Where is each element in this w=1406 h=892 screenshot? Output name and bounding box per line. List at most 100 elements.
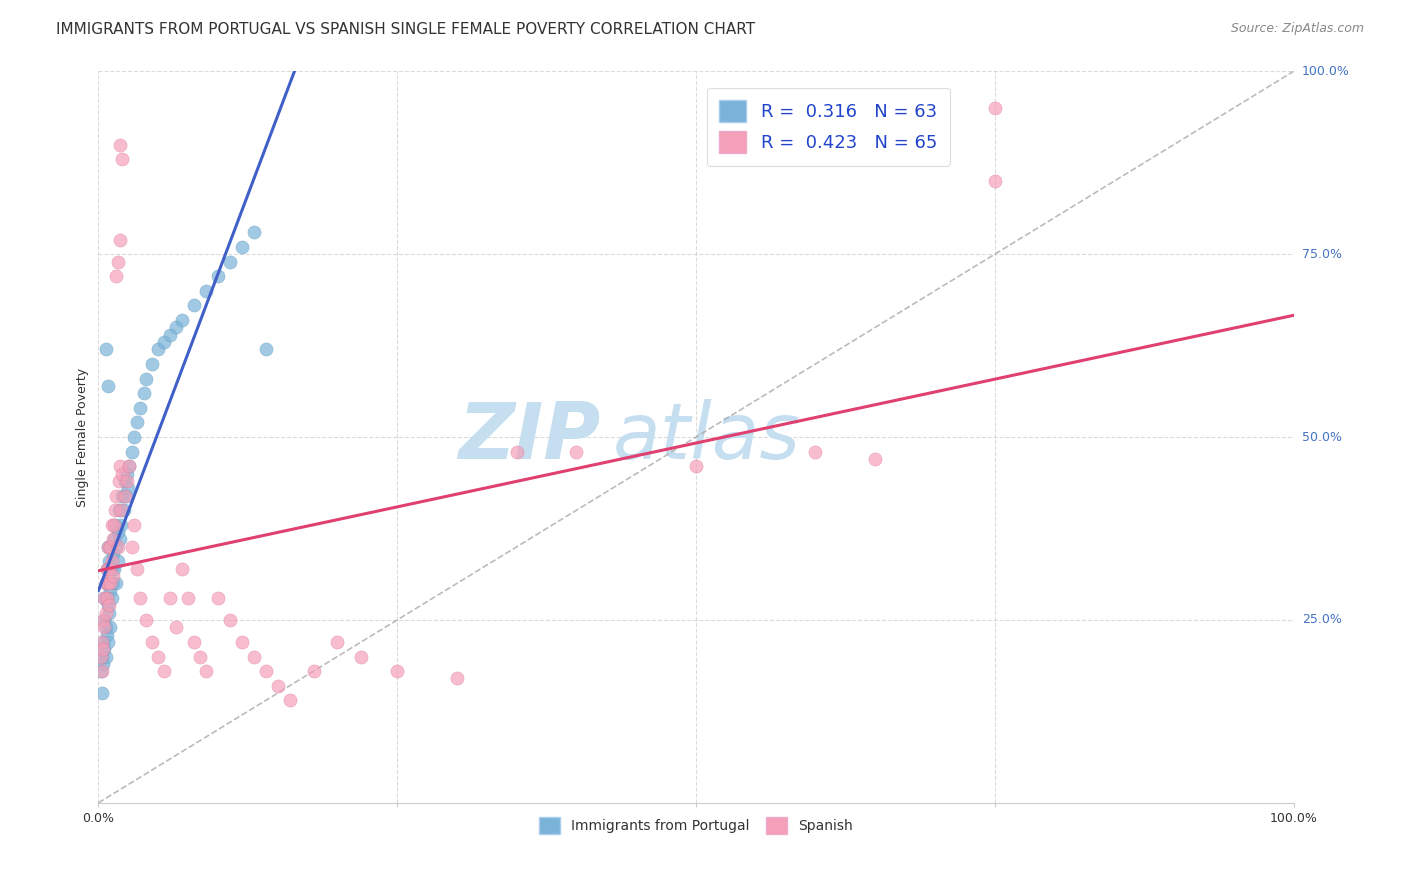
Point <box>254 343 277 357</box>
Point <box>94 620 117 634</box>
Point <box>243 649 266 664</box>
Point <box>153 334 176 349</box>
Point <box>685 459 707 474</box>
Legend: Immigrants from Portugal, Spanish: Immigrants from Portugal, Spanish <box>533 812 859 839</box>
Point <box>97 576 120 591</box>
Point <box>108 533 131 547</box>
Point <box>115 474 138 488</box>
Point <box>124 430 146 444</box>
Point <box>105 540 128 554</box>
Point <box>90 664 112 678</box>
Point <box>98 606 121 620</box>
Point <box>98 540 122 554</box>
Point <box>125 416 148 430</box>
Point <box>159 327 181 342</box>
Point <box>105 489 128 503</box>
Point <box>98 620 122 634</box>
Point <box>107 540 129 554</box>
Point <box>183 298 205 312</box>
Point <box>132 386 155 401</box>
Point <box>984 174 1007 188</box>
Point <box>231 240 253 254</box>
Point <box>91 649 114 664</box>
Point <box>114 474 136 488</box>
Point <box>135 613 157 627</box>
Point <box>111 152 134 166</box>
Point <box>804 444 827 458</box>
Point <box>108 233 131 247</box>
Point <box>94 649 117 664</box>
Point <box>254 664 277 678</box>
Point <box>91 635 114 649</box>
Point <box>104 503 127 517</box>
Point <box>565 444 588 458</box>
Point <box>90 649 112 664</box>
Point <box>124 517 146 532</box>
Text: 50.0%: 50.0% <box>1302 431 1341 443</box>
Point <box>148 649 170 664</box>
Point <box>172 562 194 576</box>
Point <box>97 379 120 393</box>
Point <box>110 503 132 517</box>
Point <box>96 591 118 605</box>
Point <box>96 591 118 605</box>
Point <box>302 664 325 678</box>
Text: 100.0%: 100.0% <box>1302 65 1350 78</box>
Point <box>183 635 205 649</box>
Point <box>446 672 468 686</box>
Point <box>385 664 409 678</box>
Point <box>148 343 170 357</box>
Point <box>115 467 138 481</box>
Point <box>105 576 128 591</box>
Point <box>98 583 122 598</box>
Point <box>112 503 135 517</box>
Point <box>172 313 194 327</box>
Point <box>91 635 114 649</box>
Point <box>98 599 121 613</box>
Point <box>93 642 115 657</box>
Point <box>103 517 125 532</box>
Point <box>865 452 887 467</box>
Point <box>129 401 152 415</box>
Point <box>105 269 128 284</box>
Point <box>195 284 218 298</box>
Point <box>107 474 129 488</box>
Point <box>98 554 121 568</box>
Text: Source: ZipAtlas.com: Source: ZipAtlas.com <box>1230 22 1364 36</box>
Point <box>107 554 129 568</box>
Point <box>326 635 349 649</box>
Point <box>97 635 120 649</box>
Point <box>96 627 118 641</box>
Point <box>984 101 1007 115</box>
Point <box>93 591 115 605</box>
Point <box>108 137 131 152</box>
Point <box>278 693 301 707</box>
Point <box>91 657 114 671</box>
Point <box>94 606 117 620</box>
Point <box>506 444 529 458</box>
Point <box>103 533 125 547</box>
Point <box>98 576 121 591</box>
Point <box>121 444 143 458</box>
Point <box>98 562 121 576</box>
Point <box>98 576 122 591</box>
Point <box>101 533 124 547</box>
Point <box>165 620 187 634</box>
Point <box>101 547 124 561</box>
Point <box>100 562 122 576</box>
Point <box>207 269 229 284</box>
Point <box>188 649 211 664</box>
Point <box>350 649 373 664</box>
Point <box>91 613 114 627</box>
Point <box>231 635 253 649</box>
Point <box>101 576 124 591</box>
Point <box>91 686 114 700</box>
Point <box>96 562 118 576</box>
Point <box>107 254 129 268</box>
Point <box>93 620 115 634</box>
Point <box>100 591 122 605</box>
Point <box>94 576 117 591</box>
Point <box>107 525 129 540</box>
Point <box>117 481 139 495</box>
Point <box>141 635 163 649</box>
